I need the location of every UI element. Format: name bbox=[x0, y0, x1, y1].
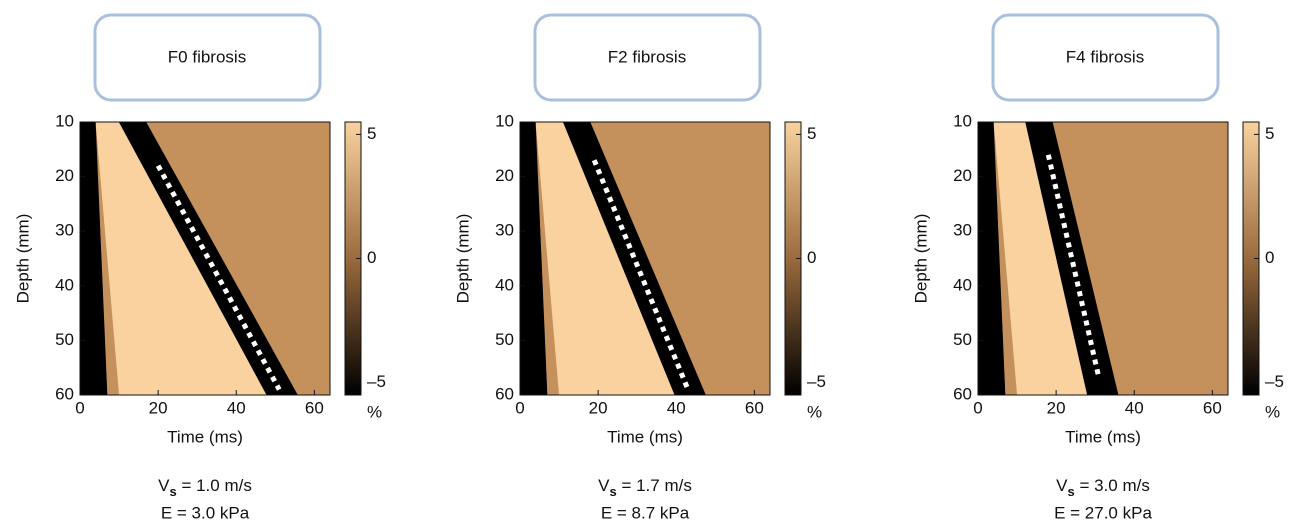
figure: F0 fibrosis0204060102030405060Time (ms)D… bbox=[0, 0, 1296, 527]
x-axis-label: Time (ms) bbox=[607, 427, 683, 446]
y-tick-label: 20 bbox=[495, 166, 514, 185]
y-axis-label: Depth (mm) bbox=[911, 214, 930, 304]
y-tick-label: 10 bbox=[953, 111, 972, 130]
y-tick-label: 30 bbox=[55, 221, 74, 240]
y-tick-label: 30 bbox=[953, 221, 972, 240]
y-tick-label: 50 bbox=[953, 330, 972, 349]
velocity: Vs = 1.7 m/s bbox=[598, 476, 692, 499]
velocity-symbol: V bbox=[1056, 476, 1068, 495]
colorbar-unit: % bbox=[367, 402, 382, 421]
colorbar-tick-label: –5 bbox=[367, 372, 386, 391]
y-tick-label: 40 bbox=[55, 275, 74, 294]
velocity-symbol: V bbox=[598, 476, 610, 495]
modulus: E = 3.0 kPa bbox=[161, 503, 250, 522]
y-axis-label: Depth (mm) bbox=[13, 214, 32, 304]
x-tick-label: 40 bbox=[667, 398, 686, 417]
y-tick-label: 60 bbox=[55, 384, 74, 403]
y-tick-label: 60 bbox=[953, 384, 972, 403]
colorbar-tick-label: 5 bbox=[1265, 124, 1274, 143]
velocity-value: = 1.7 m/s bbox=[617, 476, 692, 495]
panel-title: F4 fibrosis bbox=[1066, 47, 1144, 66]
x-tick-label: 60 bbox=[305, 398, 324, 417]
colorbar-tick-label: 0 bbox=[807, 248, 816, 267]
colorbar-tick-label: 5 bbox=[367, 124, 376, 143]
panel-title: F0 fibrosis bbox=[168, 47, 246, 66]
velocity-subscript: s bbox=[609, 484, 616, 499]
y-axis-label: Depth (mm) bbox=[453, 214, 472, 304]
heatmap bbox=[520, 122, 770, 395]
panel-title: F2 fibrosis bbox=[608, 47, 686, 66]
y-tick-label: 20 bbox=[953, 166, 972, 185]
velocity-subscript: s bbox=[169, 484, 176, 499]
x-tick-label: 20 bbox=[149, 398, 168, 417]
x-tick-label: 0 bbox=[973, 398, 982, 417]
x-tick-label: 20 bbox=[589, 398, 608, 417]
colorbar-tick-label: 0 bbox=[1265, 248, 1274, 267]
x-axis-label: Time (ms) bbox=[167, 427, 243, 446]
velocity-value: = 3.0 m/s bbox=[1075, 476, 1150, 495]
y-tick-label: 50 bbox=[495, 330, 514, 349]
colorbar-tick-label: –5 bbox=[1265, 372, 1284, 391]
colorbar-unit: % bbox=[807, 402, 822, 421]
heatmap bbox=[80, 122, 330, 395]
y-tick-label: 60 bbox=[495, 384, 514, 403]
x-tick-label: 0 bbox=[515, 398, 524, 417]
x-tick-label: 20 bbox=[1047, 398, 1066, 417]
x-axis-label: Time (ms) bbox=[1065, 427, 1141, 446]
x-tick-label: 40 bbox=[227, 398, 246, 417]
x-tick-label: 60 bbox=[745, 398, 764, 417]
y-tick-label: 50 bbox=[55, 330, 74, 349]
y-tick-label: 10 bbox=[55, 111, 74, 130]
x-tick-label: 60 bbox=[1203, 398, 1222, 417]
velocity-value: = 1.0 m/s bbox=[177, 476, 252, 495]
modulus: E = 8.7 kPa bbox=[601, 503, 690, 522]
velocity: Vs = 3.0 m/s bbox=[1056, 476, 1150, 499]
x-tick-label: 0 bbox=[75, 398, 84, 417]
colorbar-tick-label: 0 bbox=[367, 248, 376, 267]
x-tick-label: 40 bbox=[1125, 398, 1144, 417]
y-tick-label: 10 bbox=[495, 111, 514, 130]
heatmap bbox=[978, 122, 1228, 395]
y-tick-label: 40 bbox=[953, 275, 972, 294]
y-tick-label: 30 bbox=[495, 221, 514, 240]
colorbar-unit: % bbox=[1265, 402, 1280, 421]
y-tick-label: 20 bbox=[55, 166, 74, 185]
velocity-symbol: V bbox=[158, 476, 170, 495]
velocity: Vs = 1.0 m/s bbox=[158, 476, 252, 499]
colorbar-tick-label: 5 bbox=[807, 124, 816, 143]
y-tick-label: 40 bbox=[495, 275, 514, 294]
velocity-subscript: s bbox=[1067, 484, 1074, 499]
colorbar-tick-label: –5 bbox=[807, 372, 826, 391]
modulus: E = 27.0 kPa bbox=[1054, 503, 1152, 522]
